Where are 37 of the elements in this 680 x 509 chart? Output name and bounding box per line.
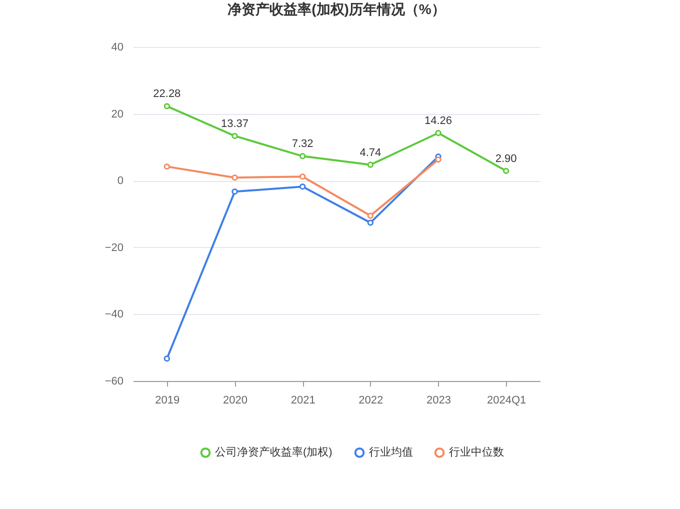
point <box>164 103 170 110</box>
point <box>232 132 238 140</box>
x-tick-label: 2022 <box>358 394 384 406</box>
data-label: 13.37 <box>220 118 249 130</box>
point <box>367 220 374 226</box>
point <box>435 130 442 136</box>
chart-title: 净资产收益率(加权)历年情况（%） <box>228 1 446 17</box>
data-label: 7.32 <box>292 138 314 150</box>
point <box>367 162 374 168</box>
data-label: 4.74 <box>360 146 382 159</box>
x-tick-label: 2019 <box>155 394 180 406</box>
y-tick-label: 0 <box>117 175 124 188</box>
y-tick-label: 20 <box>111 108 124 120</box>
point <box>232 188 238 195</box>
x-tick-label: 2020 <box>223 394 248 406</box>
y-tick-label: 40 <box>111 42 124 54</box>
legend-label: 公司净资产收益率(加权) <box>215 446 332 459</box>
point <box>299 174 306 180</box>
point <box>502 168 510 174</box>
point <box>299 184 306 190</box>
x-tick-label: 2023 <box>426 394 451 406</box>
point <box>232 174 238 181</box>
data-label: 22.28 <box>153 88 181 100</box>
legend-label: 行业中位数 <box>449 446 504 459</box>
y-tick-label: −40 <box>104 308 124 321</box>
x-tick-label: 2021 <box>290 394 316 406</box>
point <box>367 212 374 219</box>
data-label: 14.26 <box>424 114 452 127</box>
y-tick-label: −20 <box>104 242 124 254</box>
point <box>164 356 170 362</box>
legend-label: 行业均值 <box>369 446 413 459</box>
point <box>435 156 442 163</box>
y-tick-label: −60 <box>104 376 124 388</box>
data-label: 2.90 <box>495 152 517 165</box>
x-tick-label: 2024Q1 <box>487 394 526 406</box>
point <box>164 163 170 170</box>
point <box>299 153 306 160</box>
